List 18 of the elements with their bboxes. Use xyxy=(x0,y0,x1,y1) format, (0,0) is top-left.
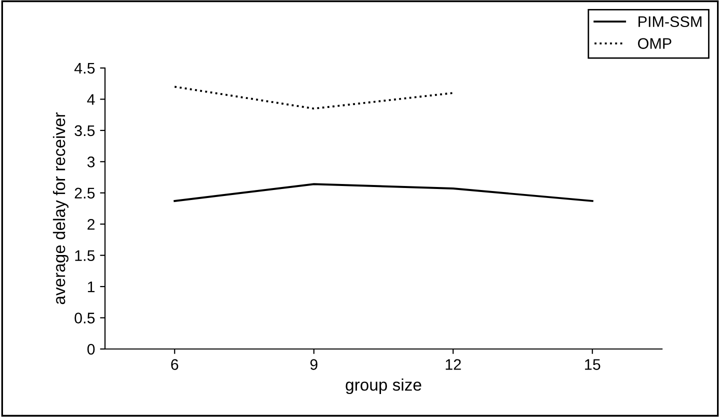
y-tick-label: 0.5 xyxy=(74,312,95,324)
legend-label: OMP xyxy=(638,38,672,49)
x-tick-label: 6 xyxy=(171,359,178,370)
y-axis-title: average delay for receiver xyxy=(52,112,68,304)
y-tick-label: 2.5 xyxy=(74,188,95,199)
y-tick-label: 4.5 xyxy=(74,63,95,74)
y-tick-label: 4 xyxy=(87,94,95,105)
legend-label: PIM-SSM xyxy=(638,16,702,28)
y-tick-label: 1 xyxy=(88,282,95,292)
x-axis-title: group size xyxy=(346,378,422,394)
x-tick-label: 15 xyxy=(585,359,600,370)
y-tick-label: 3.5 xyxy=(74,125,95,136)
x-tick-label: 12 xyxy=(446,359,461,370)
x-tick-label: 9 xyxy=(310,359,318,370)
y-tick-label: 2 xyxy=(88,218,95,230)
y-tick-label: 3 xyxy=(87,156,95,168)
y-tick-label: 1.5 xyxy=(75,250,95,262)
y-tick-label: 0 xyxy=(87,344,95,355)
